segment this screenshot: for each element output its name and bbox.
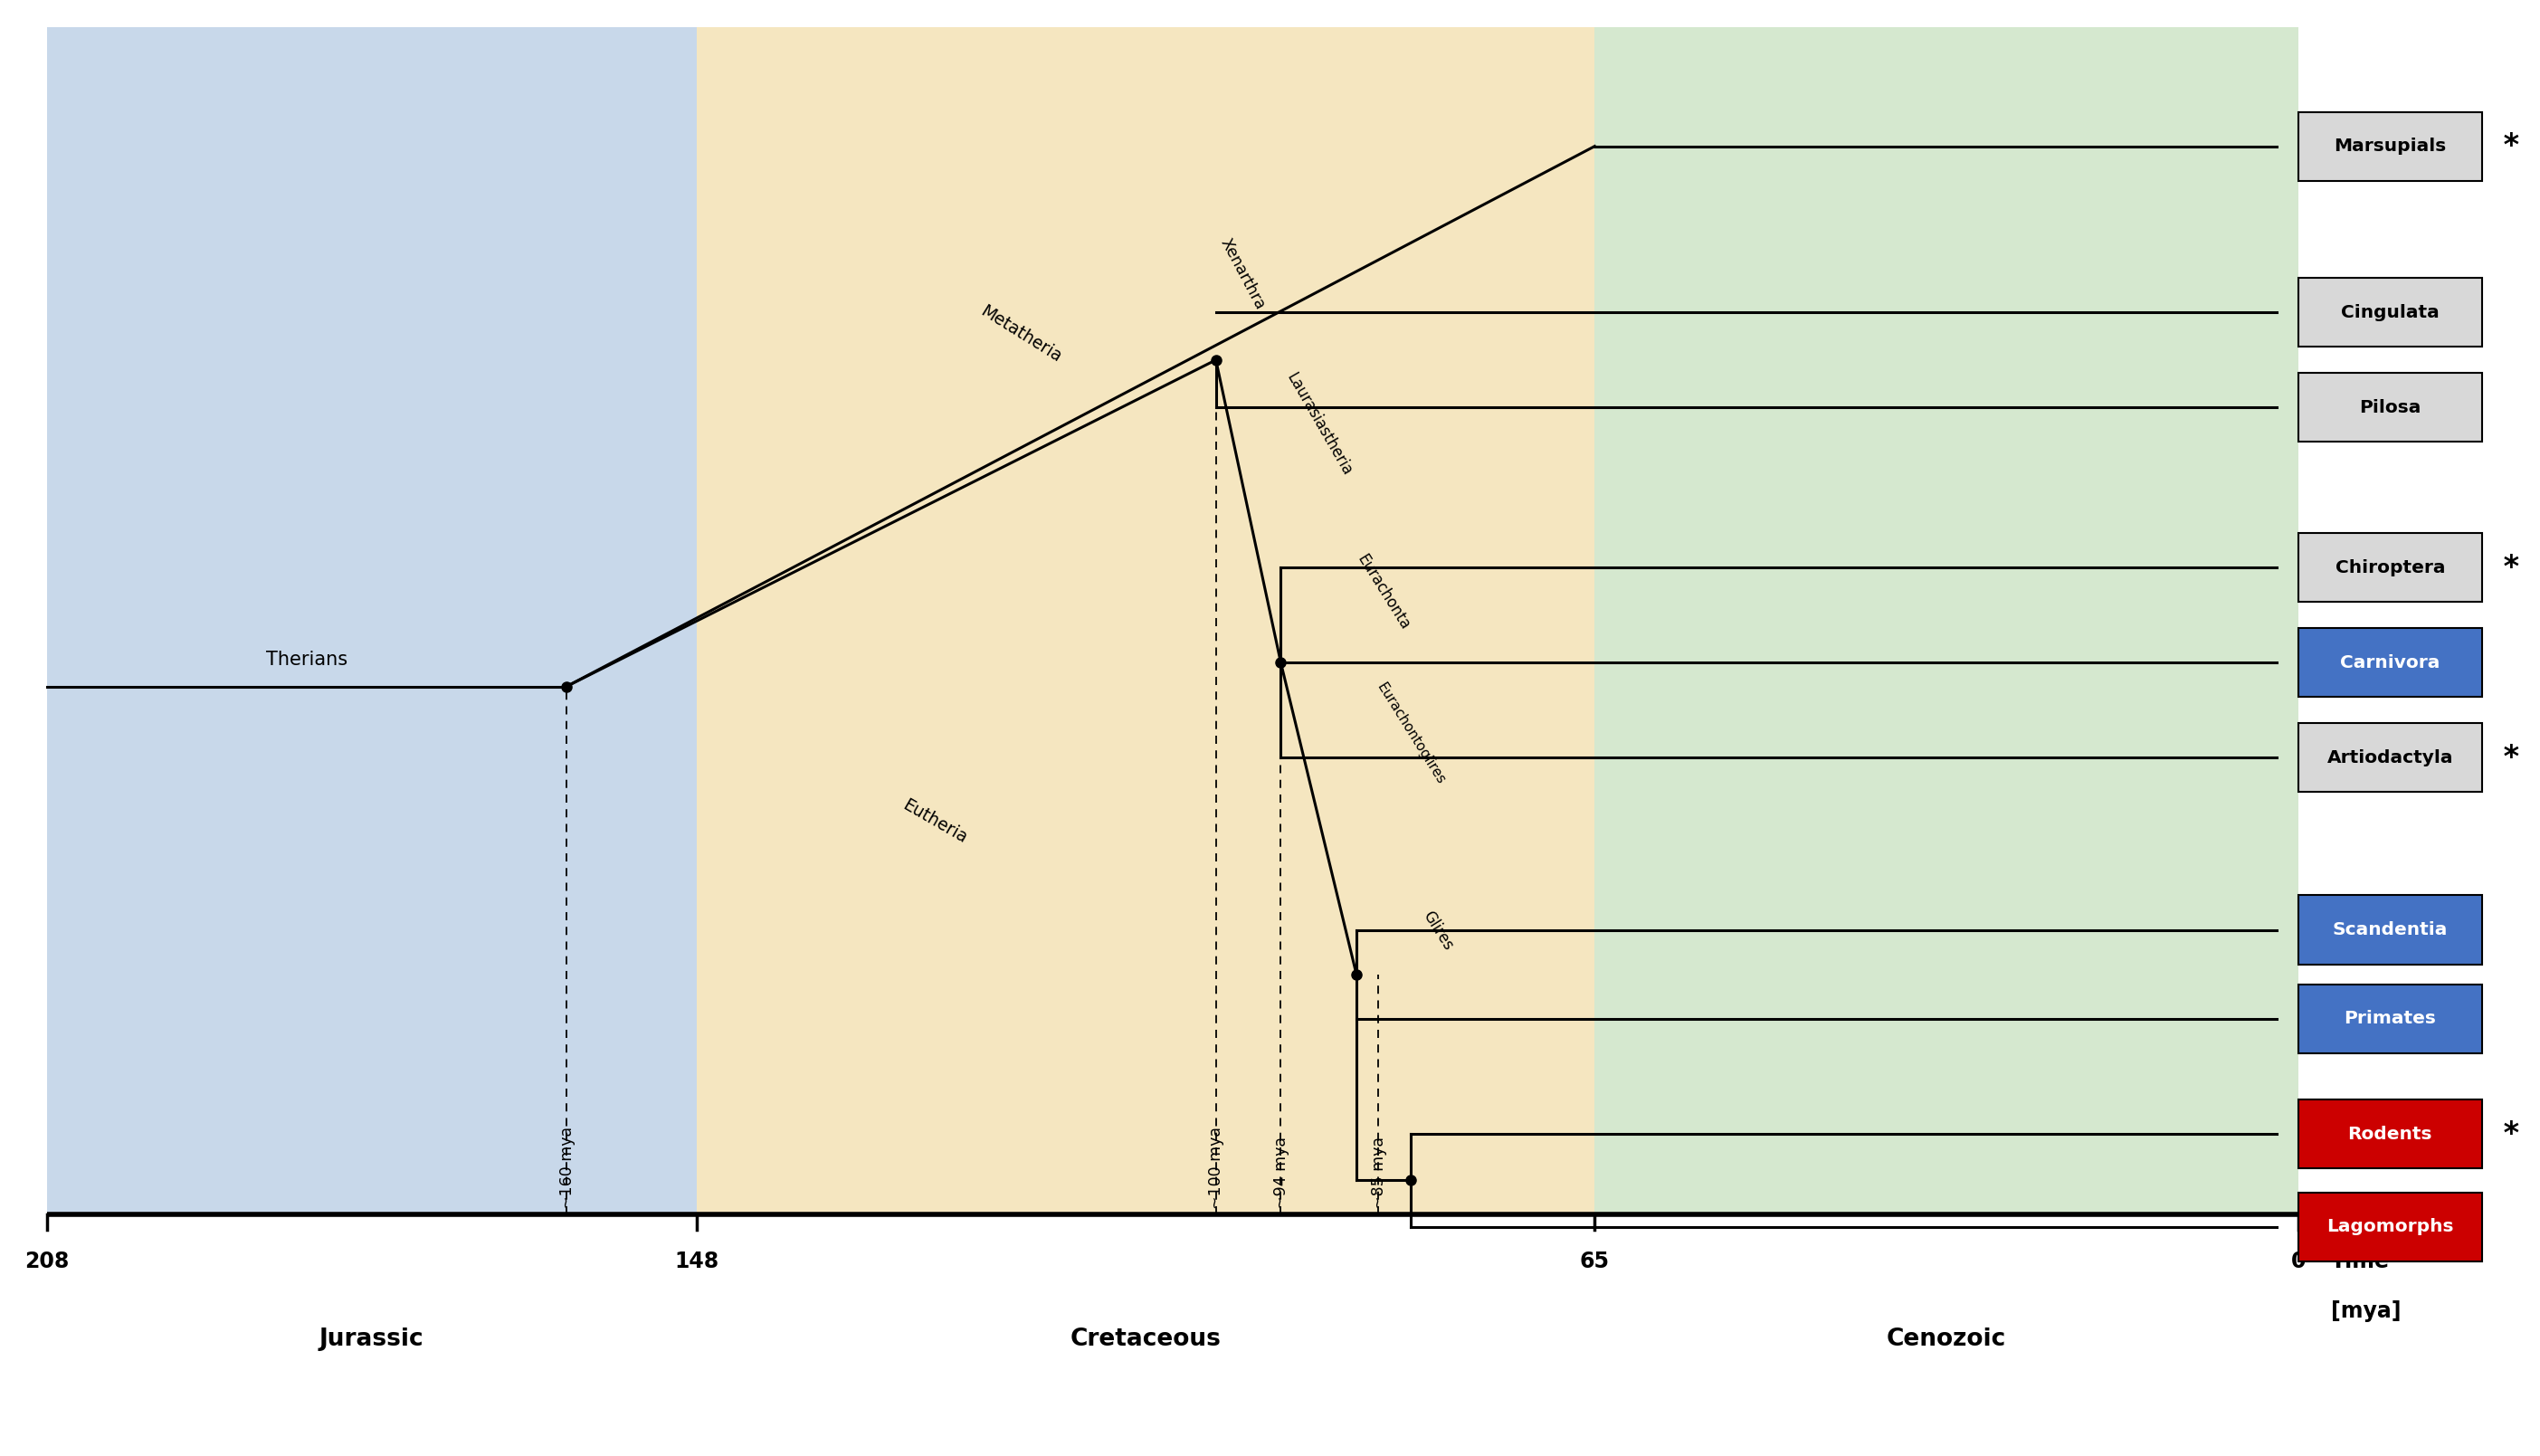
FancyBboxPatch shape: [2299, 1192, 2482, 1261]
Text: Eurachonta: Eurachonta: [1354, 552, 1412, 633]
Text: 148: 148: [673, 1251, 719, 1273]
Text: Jurassic: Jurassic: [320, 1328, 424, 1351]
Text: [mya]: [mya]: [2332, 1300, 2400, 1322]
Text: Laurasiastheria: Laurasiastheria: [1283, 370, 1354, 479]
Text: 208: 208: [25, 1251, 69, 1273]
Text: Chiroptera: Chiroptera: [2334, 559, 2446, 577]
Text: Glires: Glires: [1420, 909, 1455, 954]
Text: Cenozoic: Cenozoic: [1887, 1328, 2007, 1351]
FancyBboxPatch shape: [2299, 984, 2482, 1053]
Text: 0: 0: [2291, 1251, 2306, 1273]
Bar: [696, 28, 1595, 1214]
Text: Cretaceous: Cretaceous: [1069, 1328, 1222, 1351]
FancyBboxPatch shape: [2299, 724, 2482, 792]
Text: Pilosa: Pilosa: [2360, 399, 2421, 416]
Text: 65: 65: [1580, 1251, 1610, 1273]
FancyBboxPatch shape: [2299, 533, 2482, 603]
Text: Therians: Therians: [267, 651, 348, 668]
Bar: [48, 28, 696, 1214]
FancyBboxPatch shape: [2299, 112, 2482, 181]
Text: *: *: [2492, 553, 2520, 582]
Text: Xenarthra: Xenarthra: [1217, 236, 1267, 313]
FancyBboxPatch shape: [2299, 895, 2482, 964]
FancyBboxPatch shape: [2299, 373, 2482, 441]
Text: ~100 mya: ~100 mya: [1209, 1127, 1224, 1208]
Text: Lagomorphs: Lagomorphs: [2327, 1219, 2454, 1235]
Text: Primates: Primates: [2344, 1010, 2436, 1028]
Text: *: *: [2492, 743, 2520, 773]
FancyBboxPatch shape: [2299, 278, 2482, 347]
Text: Metatheria: Metatheria: [978, 303, 1064, 365]
Text: Time: Time: [2332, 1251, 2390, 1273]
Text: Rodents: Rodents: [2347, 1125, 2433, 1143]
Text: Artiodactyla: Artiodactyla: [2327, 748, 2454, 766]
Text: Eurachontoglires: Eurachontoglires: [1374, 681, 1448, 788]
Text: *: *: [2492, 131, 2520, 162]
FancyBboxPatch shape: [2299, 1099, 2482, 1169]
FancyBboxPatch shape: [2299, 629, 2482, 697]
Text: Eutheria: Eutheria: [899, 796, 970, 847]
Text: ~160 mya: ~160 mya: [559, 1127, 574, 1208]
Text: ~94 mya: ~94 mya: [1273, 1137, 1290, 1208]
Text: *: *: [2492, 1120, 2520, 1149]
Text: Marsupials: Marsupials: [2334, 138, 2446, 154]
Bar: [1595, 28, 2299, 1214]
Text: Cingulata: Cingulata: [2342, 304, 2438, 322]
Text: Carnivora: Carnivora: [2339, 654, 2441, 671]
Text: Scandentia: Scandentia: [2332, 922, 2449, 939]
Text: ~85 mya: ~85 mya: [1372, 1137, 1387, 1208]
